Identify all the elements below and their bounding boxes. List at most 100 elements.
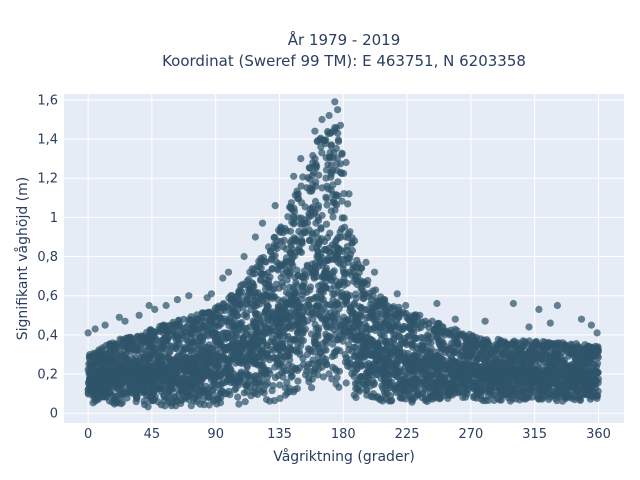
data-point: [402, 301, 410, 310]
data-point: [308, 375, 316, 383]
y-tick-label: 0,2: [37, 368, 58, 383]
data-point: [484, 370, 492, 378]
data-point: [250, 353, 258, 361]
x-tick-label: 135: [267, 427, 292, 442]
data-point: [280, 367, 288, 375]
data-point: [276, 331, 284, 339]
data-point: [555, 339, 563, 347]
data-point: [305, 236, 313, 244]
data-point: [324, 127, 332, 136]
data-point: [404, 350, 412, 358]
data-point: [303, 350, 311, 359]
data-point: [419, 389, 427, 397]
data-point: [322, 318, 330, 327]
data-point: [259, 356, 267, 364]
data-point: [174, 336, 182, 344]
data-point: [165, 386, 173, 394]
data-point: [186, 381, 194, 389]
data-point: [231, 386, 239, 394]
data-point: [295, 214, 303, 222]
data-point: [340, 214, 348, 222]
data-point: [416, 342, 424, 350]
data-point: [151, 305, 159, 313]
data-point: [227, 378, 235, 387]
data-point: [271, 373, 279, 382]
data-point: [506, 340, 514, 348]
data-point: [350, 301, 358, 309]
data-point: [144, 381, 152, 389]
data-point: [145, 301, 153, 310]
data-point: [394, 369, 402, 378]
data-point: [246, 289, 254, 297]
data-point: [286, 322, 294, 330]
data-point: [547, 371, 555, 379]
data-point: [186, 362, 194, 370]
data-point: [318, 115, 326, 124]
data-point: [565, 352, 573, 360]
data-point: [233, 378, 242, 386]
data-point: [276, 381, 284, 389]
x-tick-label: 270: [458, 427, 483, 442]
data-point: [162, 301, 170, 310]
data-point: [235, 400, 243, 408]
data-point: [340, 326, 349, 334]
data-point: [357, 361, 365, 369]
data-point: [567, 376, 575, 384]
data-point: [393, 320, 402, 328]
data-point: [222, 343, 230, 351]
data-point: [185, 292, 193, 300]
data-point: [348, 370, 356, 378]
data-point: [485, 341, 494, 350]
data-point: [453, 327, 461, 335]
data-point: [284, 213, 292, 221]
data-point: [112, 392, 120, 400]
data-point: [383, 381, 391, 390]
data-point: [246, 383, 254, 391]
data-point: [110, 346, 118, 354]
x-tick-label: 45: [144, 427, 161, 442]
data-point: [323, 201, 331, 209]
data-point: [257, 321, 265, 329]
data-point: [545, 389, 553, 397]
data-point: [313, 273, 321, 281]
data-point: [293, 296, 301, 305]
data-point: [258, 270, 266, 278]
data-point: [117, 353, 125, 361]
data-point: [399, 323, 407, 331]
data-point: [335, 246, 343, 254]
data-point: [342, 296, 350, 304]
data-point: [145, 372, 153, 380]
data-point: [383, 389, 392, 397]
data-point: [573, 344, 581, 352]
data-point: [100, 391, 108, 399]
data-point: [180, 384, 188, 393]
data-point: [274, 316, 282, 324]
data-point: [428, 371, 436, 379]
data-point: [297, 248, 305, 256]
data-point: [167, 342, 175, 350]
data-point: [376, 323, 385, 331]
data-point: [334, 106, 342, 114]
data-point: [214, 362, 222, 370]
data-point: [254, 361, 262, 369]
data-point: [130, 357, 138, 365]
data-point: [221, 367, 229, 375]
data-point: [157, 367, 165, 375]
data-point: [220, 329, 228, 337]
data-point: [157, 343, 165, 351]
y-tick-label: 0: [50, 407, 58, 422]
x-axis-ticks: 0 45 90 135 180 225 270 315 360: [84, 427, 611, 442]
data-point: [451, 315, 459, 323]
data-point: [223, 303, 231, 311]
data-point: [536, 364, 544, 372]
data-point: [345, 190, 353, 198]
data-point: [297, 155, 305, 163]
data-point: [291, 335, 299, 343]
data-point: [274, 266, 282, 274]
data-point: [586, 374, 594, 383]
data-point: [521, 369, 529, 377]
data-point: [377, 374, 385, 383]
data-point: [369, 302, 377, 310]
data-point: [135, 311, 143, 319]
data-point: [517, 381, 525, 390]
